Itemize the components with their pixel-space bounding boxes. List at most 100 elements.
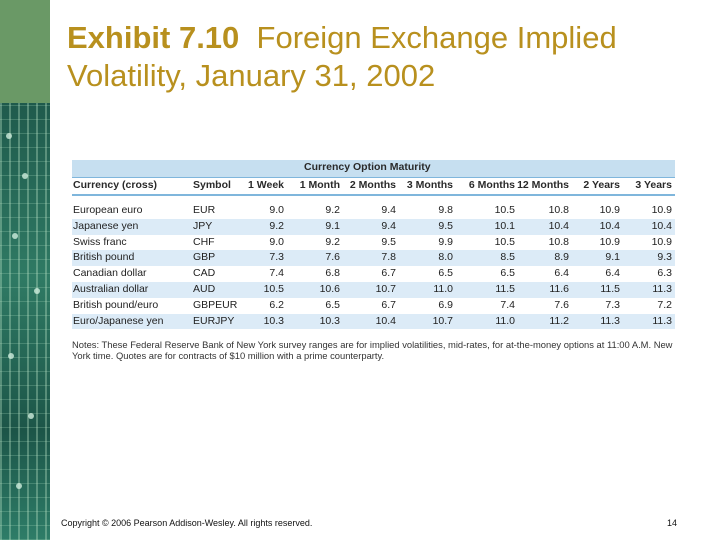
volatility-value-cell: 10.9	[599, 204, 620, 216]
volatility-value-cell: 10.3	[263, 314, 284, 327]
currency-name-cell: Australian dollar	[73, 282, 149, 295]
volatility-value-cell: 7.3	[269, 251, 284, 264]
volatility-value-cell: 10.4	[548, 219, 569, 232]
volatility-value-cell: 10.8	[548, 204, 569, 216]
table-row: British pound GBP 7.3 7.6 7.8 8.0 8.5 8.9 9.1 9.3	[72, 250, 675, 267]
volatility-value-cell: 9.8	[438, 204, 453, 216]
volatility-value-cell: 10.9	[651, 235, 672, 248]
symbol-cell: EURJPY	[193, 314, 235, 327]
currency-name-cell: Euro/Japanese yen	[73, 314, 164, 327]
table-super-header: Currency Option Maturity	[72, 160, 675, 178]
volatility-value-cell: 10.3	[319, 314, 340, 327]
table-row: Japanese yen JPY 9.2 9.1 9.4 9.5 10.1 10.4 10.4 1…	[72, 218, 675, 235]
volatility-value-cell: 9.1	[605, 251, 620, 264]
volatility-value-cell: 7.2	[657, 298, 672, 311]
maturity-super-header: Currency Option Maturity	[304, 161, 431, 173]
currency-name-cell: Swiss franc	[73, 235, 127, 248]
volatility-value-cell: 9.0	[269, 204, 284, 216]
volatility-value-cell: 9.3	[657, 251, 672, 264]
volatility-value-cell: 9.2	[269, 219, 284, 232]
volatility-value-cell: 9.0	[269, 235, 284, 248]
symbol-cell: EUR	[193, 204, 216, 216]
volatility-value-cell: 11.5	[495, 282, 515, 295]
volatility-value-cell: 6.3	[657, 267, 672, 280]
volatility-value-cell: 8.5	[500, 251, 515, 264]
volatility-value-cell: 9.5	[438, 219, 453, 232]
volatility-value-cell: 7.4	[269, 267, 284, 280]
volatility-value-cell: 7.6	[554, 298, 569, 311]
volatility-value-cell: 11.3	[652, 314, 672, 327]
currency-name-cell: British pound	[73, 251, 135, 264]
currency-name-cell: European euro	[73, 204, 143, 216]
volatility-value-cell: 9.2	[325, 204, 340, 216]
volatility-value-cell: 11.2	[549, 314, 569, 327]
volatility-value-cell: 9.4	[381, 219, 396, 232]
table-row: Swiss franc CHF 9.0 9.2 9.5 9.9 10.5 10.8 10.9 10…	[72, 235, 675, 251]
volatility-value-cell: 10.9	[651, 204, 672, 216]
volatility-value-cell: 6.8	[325, 267, 340, 280]
volatility-value-cell: 6.4	[554, 267, 569, 280]
volatility-value-cell: 7.3	[605, 298, 620, 311]
circuit-pattern-image	[0, 103, 50, 540]
volatility-value-cell: 10.5	[494, 235, 515, 248]
page-number: 14	[667, 518, 678, 528]
volatility-value-cell: 10.1	[494, 219, 515, 232]
table-row: Canadian dollar CAD 7.4 6.8 6.7 6.5 6.5 6.4 6.4 6…	[72, 266, 675, 282]
symbol-cell: GBP	[193, 251, 216, 264]
volatility-value-cell: 8.0	[438, 251, 453, 264]
volatility-value-cell: 6.2	[269, 298, 284, 311]
decorative-side-bar	[0, 0, 50, 540]
table-notes: Notes: These Federal Reserve Bank of New…	[72, 339, 673, 361]
table-body: European euro EUR 9.0 9.2 9.4 9.8 10.5 10.8 10.9…	[72, 203, 675, 330]
volatility-value-cell: 6.9	[438, 298, 453, 311]
volatility-value-cell: 6.5	[438, 267, 453, 280]
volatility-value-cell: 10.5	[494, 204, 515, 216]
currency-name-cell: Japanese yen	[73, 219, 139, 232]
column-header-2-years: 2 Years	[583, 179, 620, 191]
symbol-cell: AUD	[193, 282, 216, 295]
column-header-1-month: 1 Month	[299, 179, 340, 191]
column-header-2-months: 2 Months	[349, 179, 396, 191]
volatility-value-cell: 6.5	[325, 298, 340, 311]
slide-title-text: Foreign Exchange Implied Volatility, Jan…	[67, 20, 617, 93]
column-header-3-years: 3 Years	[635, 179, 672, 191]
volatility-value-cell: 10.6	[319, 282, 340, 295]
symbol-cell: JPY	[193, 219, 213, 232]
volatility-value-cell: 9.9	[438, 235, 453, 248]
table-row: British pound/euro GBPEUR 6.2 6.5 6.7 6.9 7.4 7…	[72, 298, 675, 314]
table-row: Australian dollar AUD 10.5 10.6 10.7 11.0 11.5…	[72, 281, 675, 298]
volatility-value-cell: 10.5	[263, 282, 284, 295]
currency-name-cell: British pound/euro	[73, 298, 159, 311]
volatility-value-cell: 6.4	[605, 267, 620, 280]
column-header-12-months: 12 Months	[517, 179, 569, 191]
symbol-cell: GBPEUR	[193, 298, 238, 311]
volatility-value-cell: 11.3	[600, 314, 620, 327]
volatility-value-cell: 10.8	[548, 235, 569, 248]
volatility-table: Currency Option Maturity Currency (cross…	[72, 160, 675, 330]
volatility-value-cell: 9.4	[381, 204, 396, 216]
volatility-value-cell: 7.6	[325, 251, 340, 264]
column-header-symbol: Symbol	[193, 179, 231, 191]
column-header-3-months: 3 Months	[406, 179, 453, 191]
column-header-6-months: 6 Months	[468, 179, 515, 191]
table-row: Euro/Japanese yen EURJPY 10.3 10.3 10.4 10.7 1…	[72, 313, 675, 330]
currency-name-cell: Canadian dollar	[73, 267, 147, 280]
column-header-currency: Currency (cross)	[73, 179, 158, 191]
volatility-value-cell: 10.9	[599, 235, 620, 248]
volatility-value-cell: 11.0	[495, 314, 515, 327]
slide-title-exhibit: Exhibit 7.10	[67, 20, 240, 55]
slide-title: Exhibit 7.10 Foreign Exchange Implied Vo…	[67, 19, 687, 95]
table-column-headers: Currency (cross) Symbol 1 Week 1 Month 2…	[72, 178, 675, 196]
volatility-value-cell: 9.5	[381, 235, 396, 248]
volatility-value-cell: 6.7	[381, 298, 396, 311]
volatility-value-cell: 9.1	[325, 219, 340, 232]
table-row: European euro EUR 9.0 9.2 9.4 9.8 10.5 10.8 10.9…	[72, 203, 675, 219]
volatility-value-cell: 8.9	[554, 251, 569, 264]
symbol-cell: CAD	[193, 267, 216, 280]
volatility-value-cell: 9.2	[325, 235, 340, 248]
volatility-value-cell: 6.5	[500, 267, 515, 280]
side-bar-top-block	[0, 0, 50, 103]
volatility-value-cell: 10.4	[599, 219, 620, 232]
volatility-value-cell: 11.6	[549, 282, 569, 295]
volatility-value-cell: 7.8	[381, 251, 396, 264]
